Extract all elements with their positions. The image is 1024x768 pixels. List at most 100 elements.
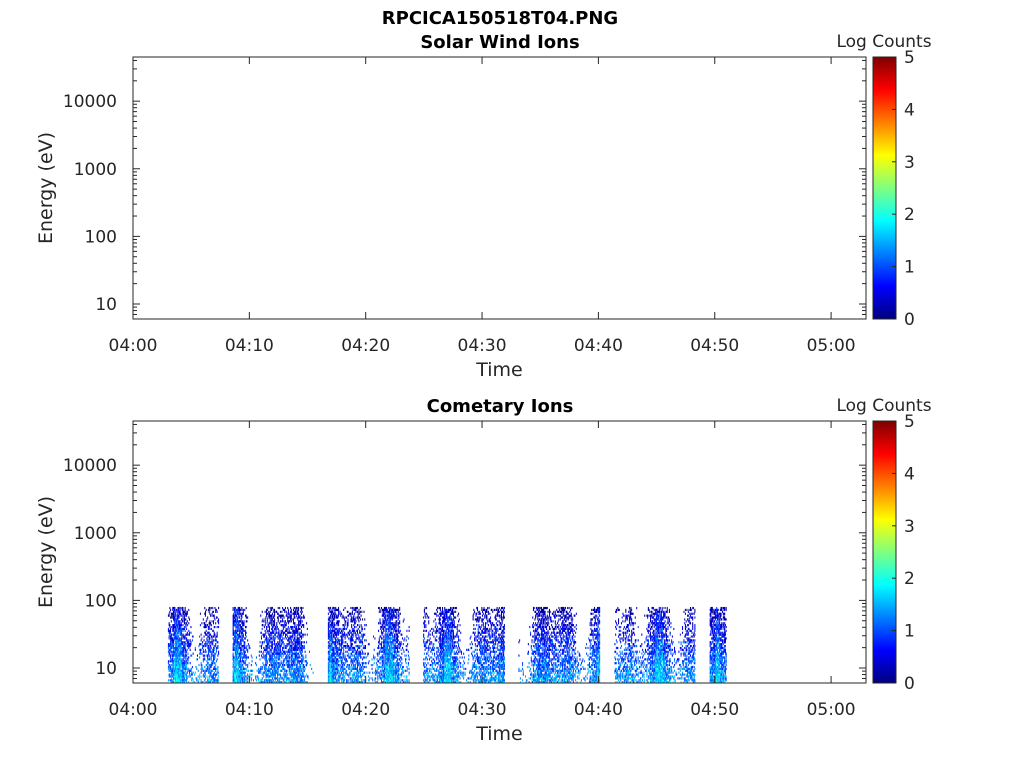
heatmap-cell: [386, 641, 388, 644]
panel-title: Solar Wind Ions: [420, 32, 579, 53]
heatmap-cell: [290, 667, 292, 670]
heatmap-cell: [359, 631, 361, 634]
heatmap-cell: [344, 616, 346, 619]
heatmap-cell: [388, 612, 390, 615]
heatmap-cell: [286, 677, 288, 680]
heatmap-cell: [391, 643, 393, 646]
heatmap-cell: [295, 669, 297, 672]
heatmap-cell: [242, 667, 244, 670]
heatmap-cell: [387, 669, 389, 672]
heatmap-cell: [297, 662, 299, 665]
heatmap-cell: [266, 643, 268, 646]
heatmap-cell: [387, 612, 389, 615]
heatmap-cell: [178, 675, 180, 678]
heatmap-cell: [299, 667, 301, 670]
heatmap-cell: [287, 660, 289, 663]
heatmap-cell: [332, 635, 335, 638]
heatmap-cell: [293, 625, 295, 629]
heatmap-cell: [200, 648, 202, 651]
heatmap-cell: [328, 660, 330, 663]
heatmap-cell: [175, 679, 177, 682]
heatmap-cell: [282, 618, 284, 621]
heatmap-cell: [426, 641, 428, 644]
heatmap-cell: [382, 663, 384, 667]
heatmap-cell: [330, 644, 332, 648]
heatmap-cell: [382, 665, 384, 669]
heatmap-cell: [381, 614, 383, 617]
heatmap-cell: [185, 633, 187, 636]
heatmap-cell: [232, 677, 234, 680]
heatmap-cell: [245, 635, 247, 638]
heatmap-cell: [266, 660, 268, 663]
heatmap-cell: [276, 656, 278, 659]
heatmap-cell: [242, 648, 244, 651]
heatmap-cell: [236, 669, 238, 672]
heatmap-cell: [213, 673, 215, 676]
heatmap-cell: [333, 622, 335, 625]
heatmap-cell: [279, 662, 281, 665]
heatmap-cell: [404, 654, 406, 657]
heatmap-cell: [385, 614, 387, 617]
heatmap-cell: [300, 631, 303, 634]
heatmap-cell: [351, 660, 353, 663]
heatmap-cell: [185, 662, 187, 665]
heatmap-cell: [297, 656, 299, 659]
heatmap-cell: [294, 681, 296, 684]
heatmap-cell: [264, 681, 266, 684]
heatmap-cell: [330, 671, 332, 674]
heatmap-cell: [426, 679, 428, 682]
heatmap-cell: [179, 612, 181, 615]
heatmap-cell: [394, 644, 396, 648]
heatmap-cell: [255, 679, 257, 682]
heatmap-cell: [341, 641, 343, 644]
heatmap-cell: [399, 622, 401, 625]
heatmap-cell: [354, 608, 356, 612]
heatmap-cell: [298, 624, 300, 627]
heatmap-cell: [354, 606, 356, 610]
heatmap-cell: [177, 635, 179, 638]
heatmap-cell: [179, 624, 181, 627]
heatmap-cell: [203, 673, 205, 676]
heatmap-cell: [176, 624, 178, 627]
heatmap-cell: [183, 652, 185, 655]
heatmap-cell: [275, 663, 277, 667]
heatmap-cell: [351, 618, 353, 621]
heatmap-cell: [383, 625, 385, 629]
heatmap-cell: [212, 629, 215, 632]
heatmap-cell: [173, 669, 175, 672]
heatmap-cell: [188, 639, 190, 642]
heatmap-cell: [337, 620, 339, 623]
heatmap-cell: [350, 681, 352, 684]
heatmap-cell: [355, 662, 357, 665]
heatmap-cell: [279, 663, 281, 667]
heatmap-cell: [175, 660, 177, 663]
heatmap-cell: [177, 677, 179, 680]
heatmap-cell: [183, 620, 185, 623]
heatmap-cell: [286, 663, 288, 667]
heatmap-cell: [256, 669, 258, 672]
heatmap-cell: [390, 627, 392, 631]
heatmap-cell: [327, 671, 329, 674]
heatmap-cell: [300, 641, 303, 644]
heatmap-cell: [286, 629, 288, 632]
heatmap-cell: [359, 652, 361, 655]
heatmap-cell: [173, 625, 175, 629]
heatmap-cell: [267, 643, 269, 646]
heatmap-cell: [362, 627, 364, 631]
heatmap-cell: [332, 639, 334, 642]
heatmap-cell: [208, 679, 210, 682]
heatmap-cell: [236, 652, 238, 655]
heatmap-cell: [267, 679, 269, 682]
heatmap-cell: [208, 633, 210, 636]
heatmap-cell: [392, 658, 394, 661]
heatmap-cell: [234, 673, 236, 676]
heatmap-cell: [354, 622, 356, 625]
heatmap-cell: [334, 641, 336, 644]
heatmap-cell: [175, 627, 177, 631]
heatmap-cell: [423, 637, 425, 640]
heatmap-cell: [353, 673, 355, 676]
heatmap-cell: [335, 673, 337, 676]
heatmap-cell: [239, 658, 241, 661]
heatmap-cell: [167, 667, 169, 670]
heatmap-cell: [339, 652, 341, 655]
